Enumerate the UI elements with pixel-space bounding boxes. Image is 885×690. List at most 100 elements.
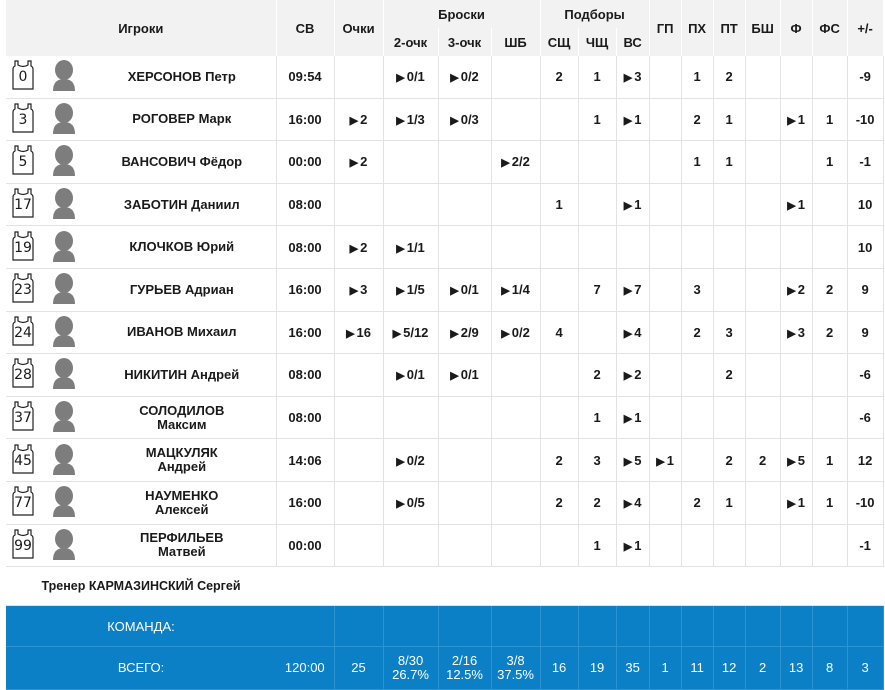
stat-two-pt[interactable]: ▶ 1/3 [383, 98, 439, 142]
stat-two-pt[interactable]: ▶ 1/5 [383, 268, 439, 312]
stat-fouls[interactable]: ▶ 2 [780, 268, 813, 312]
player-name[interactable]: НАУМЕНКО Алексей [88, 481, 277, 525]
play-icon[interactable]: ▶ [501, 327, 510, 340]
play-icon[interactable]: ▶ [787, 285, 796, 298]
play-icon[interactable]: ▶ [623, 114, 633, 127]
header-turnovers[interactable]: ПХ [681, 0, 714, 56]
play-icon[interactable]: ▶ [349, 285, 359, 298]
stat-two-pt[interactable]: ▶ 0/5 [383, 481, 439, 525]
play-icon[interactable]: ▶ [623, 200, 633, 213]
play-icon[interactable]: ▶ [501, 157, 510, 170]
stat-points[interactable]: ▶ 16 [334, 311, 384, 355]
player-name[interactable]: НИКИТИН Андрей [88, 353, 277, 397]
play-icon[interactable]: ▶ [450, 72, 459, 85]
stat-two-pt[interactable]: ▶ 0/1 [383, 353, 439, 397]
play-icon[interactable]: ▶ [787, 327, 796, 340]
header-blocks[interactable]: БШ [745, 0, 781, 56]
stat-free-throws[interactable]: ▶ 1/4 [491, 268, 541, 312]
play-icon[interactable]: ▶ [396, 455, 405, 468]
play-icon[interactable]: ▶ [396, 114, 405, 127]
stat-total-reb[interactable]: ▶ 5 [616, 438, 650, 482]
play-icon[interactable]: ▶ [623, 285, 633, 298]
play-icon[interactable]: ▶ [450, 114, 459, 127]
stat-points[interactable]: ▶ 2 [334, 98, 384, 142]
stat-total-reb[interactable]: ▶ 1 [616, 183, 650, 227]
stat-three-pt[interactable]: ▶ 0/3 [438, 98, 492, 142]
player-row[interactable]: 99 ПЕРФИЛЬЕВ Матвей 00:00 1 ▶ 1 -1 [6, 524, 884, 568]
play-icon[interactable]: ▶ [349, 114, 359, 127]
player-name[interactable]: МАЦКУЛЯК Андрей [88, 438, 277, 482]
player-row[interactable]: 37 СОЛОДИЛОВ Максим 08:00 1 ▶ 1 -6 [6, 396, 884, 440]
play-icon[interactable]: ▶ [623, 72, 633, 85]
play-icon[interactable]: ▶ [396, 242, 405, 255]
play-icon[interactable]: ▶ [656, 455, 665, 468]
player-row[interactable]: 45 МАЦКУЛЯК Андрей 14:06 ▶ 0/2 2 3 ▶ 5 ▶ 1 2 2 ▶ 5 1 12 [6, 438, 884, 482]
play-icon[interactable]: ▶ [623, 327, 633, 340]
stat-assists[interactable]: ▶ 1 [649, 438, 682, 482]
play-icon[interactable]: ▶ [396, 370, 405, 383]
play-icon[interactable]: ▶ [623, 370, 633, 383]
player-row[interactable]: 5 ВАНСОВИЧ Фёдор 00:00 ▶ 2 ▶ 2/2 1 1 1 -1 [6, 140, 884, 184]
header-fouls-drawn[interactable]: ФС [812, 0, 848, 56]
stat-free-throws[interactable]: ▶ 2/2 [491, 140, 541, 184]
play-icon[interactable]: ▶ [450, 285, 459, 298]
stat-fouls[interactable]: ▶ 5 [780, 438, 813, 482]
player-row[interactable]: 24 ИВАНОВ Михаил 16:00 ▶ 16 ▶ 5/12 ▶ 2/9 ▶ 0/2 4 ▶ 4 2… [6, 311, 884, 355]
play-icon[interactable]: ▶ [346, 327, 355, 340]
header-minutes[interactable]: СВ [276, 0, 335, 56]
stat-points[interactable]: ▶ 2 [334, 225, 384, 269]
header-total-reb[interactable]: ВС [616, 28, 650, 56]
player-row[interactable]: 77 НАУМЕНКО Алексей 16:00 ▶ 0/5 2 2 ▶ 4 2 1 ▶ 1 1 -10 [6, 481, 884, 525]
play-icon[interactable]: ▶ [787, 455, 796, 468]
play-icon[interactable]: ▶ [501, 285, 510, 298]
player-row[interactable]: 23 ГУРЬЕВ Адриан 16:00 ▶ 3 ▶ 1/5 ▶ 0/1 ▶ 1/4 7 ▶ 7 3 ▶ 2… [6, 268, 884, 312]
stat-fouls[interactable]: ▶ 1 [780, 98, 813, 142]
stat-total-reb[interactable]: ▶ 7 [616, 268, 650, 312]
play-icon[interactable]: ▶ [349, 242, 359, 255]
stat-three-pt[interactable]: ▶ 0/1 [438, 353, 492, 397]
play-icon[interactable]: ▶ [787, 498, 796, 511]
header-three-pt[interactable]: 3-очк [438, 28, 492, 56]
play-icon[interactable]: ▶ [396, 72, 405, 85]
stat-three-pt[interactable]: ▶ 0/2 [438, 56, 492, 99]
play-icon[interactable]: ▶ [623, 413, 633, 426]
play-icon[interactable]: ▶ [450, 370, 459, 383]
stat-two-pt[interactable]: ▶ 0/2 [383, 438, 439, 482]
player-name[interactable]: ЗАБОТИН Даниил [88, 183, 277, 227]
header-players[interactable]: Игроки [6, 0, 277, 56]
header-points[interactable]: Очки [334, 0, 384, 56]
player-name[interactable]: ВАНСОВИЧ Фёдор [88, 140, 277, 184]
player-name[interactable]: ПЕРФИЛЬЕВ Матвей [88, 524, 277, 568]
stat-points[interactable]: ▶ 2 [334, 140, 384, 184]
player-row[interactable]: 17 ЗАБОТИН Даниил 08:00 1 ▶ 1 ▶ 1 10 [6, 183, 884, 227]
stat-fouls[interactable]: ▶ 1 [780, 481, 813, 525]
stat-points[interactable]: ▶ 3 [334, 268, 384, 312]
play-icon[interactable]: ▶ [623, 455, 633, 468]
stat-fouls[interactable]: ▶ 3 [780, 311, 813, 355]
stat-total-reb[interactable]: ▶ 1 [616, 396, 650, 440]
header-fouls[interactable]: Ф [780, 0, 813, 56]
play-icon[interactable]: ▶ [392, 327, 402, 340]
player-row[interactable]: 3 РОГОВЕР Марк 16:00 ▶ 2 ▶ 1/3 ▶ 0/3 1 ▶ 1 2 1 ▶ 1 1 -10 [6, 98, 884, 142]
header-off-reb[interactable]: ЧЩ [578, 28, 617, 56]
play-icon[interactable]: ▶ [623, 498, 633, 511]
stat-two-pt[interactable]: ▶ 0/1 [383, 56, 439, 99]
stat-total-reb[interactable]: ▶ 4 [616, 311, 650, 355]
player-row[interactable]: 28 НИКИТИН Андрей 08:00 ▶ 0/1 ▶ 0/1 2 ▶ 2 2 -6 [6, 353, 884, 397]
player-row[interactable]: 0 ХЕРСОНОВ Петр 09:54 ▶ 0/1 ▶ 0/2 2 1 ▶ 3 1 2 -9 [6, 56, 884, 99]
header-steals[interactable]: ПТ [713, 0, 746, 56]
stat-three-pt[interactable]: ▶ 2/9 [438, 311, 492, 355]
stat-total-reb[interactable]: ▶ 2 [616, 353, 650, 397]
play-icon[interactable]: ▶ [396, 285, 405, 298]
stat-fouls[interactable]: ▶ 1 [780, 183, 813, 227]
stat-two-pt[interactable]: ▶ 1/1 [383, 225, 439, 269]
play-icon[interactable]: ▶ [349, 157, 359, 170]
stat-total-reb[interactable]: ▶ 1 [616, 524, 650, 568]
header-def-reb[interactable]: СЩ [540, 28, 579, 56]
header-free-throws[interactable]: ШБ [491, 28, 541, 56]
stat-two-pt[interactable]: ▶ 5/12 [383, 311, 439, 355]
player-row[interactable]: 19 КЛОЧКОВ Юрий 08:00 ▶ 2 ▶ 1/1 10 [6, 225, 884, 269]
play-icon[interactable]: ▶ [787, 114, 796, 127]
stat-total-reb[interactable]: ▶ 1 [616, 98, 650, 142]
player-name[interactable]: РОГОВЕР Марк [88, 98, 277, 142]
